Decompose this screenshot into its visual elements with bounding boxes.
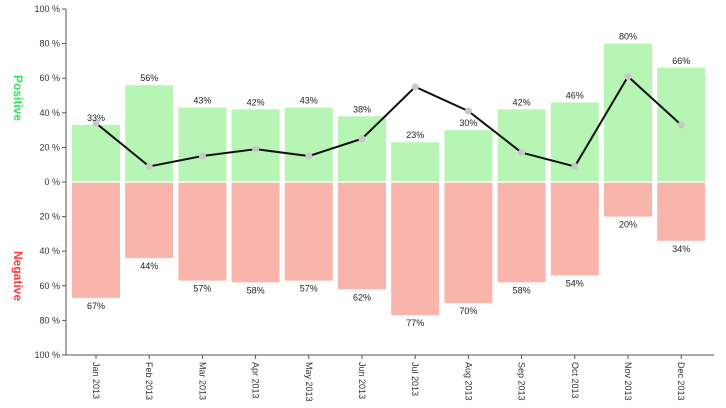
y-tick-label: 80 % bbox=[39, 315, 60, 325]
y-tick-label: 100 % bbox=[34, 4, 60, 14]
negative-value-label: 34% bbox=[672, 244, 690, 254]
y-tick-label: 40 % bbox=[39, 108, 60, 118]
positive-value-label: 66% bbox=[672, 56, 690, 66]
x-tick-label: Mar 2013 bbox=[197, 362, 207, 400]
x-tick-label: Jul 2013 bbox=[410, 362, 420, 396]
x-tick-label: Aug 2013 bbox=[463, 362, 473, 401]
bars-layer bbox=[72, 43, 706, 316]
x-tick-label: Dec 2013 bbox=[676, 362, 686, 401]
trend-point bbox=[571, 162, 579, 170]
positive-bar bbox=[497, 109, 546, 182]
positive-bar bbox=[604, 43, 652, 182]
positive-value-label: 56% bbox=[140, 73, 158, 83]
x-tick-label: Apr 2013 bbox=[251, 362, 261, 399]
positive-value-label: 43% bbox=[300, 96, 318, 106]
negative-bar bbox=[338, 182, 386, 290]
positive-value-label: 42% bbox=[513, 97, 531, 107]
y-tick-label: 20 % bbox=[39, 212, 60, 222]
trend-point bbox=[464, 107, 472, 115]
trend-point bbox=[411, 83, 419, 91]
positive-bar bbox=[178, 107, 227, 182]
positive-value-label: 30% bbox=[459, 118, 477, 128]
negative-bar bbox=[231, 182, 280, 283]
x-tick-label: May 2013 bbox=[304, 362, 314, 402]
negative-bar bbox=[550, 182, 599, 276]
negative-value-label: 57% bbox=[300, 284, 318, 294]
negative-value-label: 20% bbox=[619, 220, 637, 230]
trend-point bbox=[677, 121, 685, 129]
negative-bar bbox=[72, 182, 120, 298]
labels-layer: 33% 67% 56% 44% 43% 57% 42% 58% 43% 57% 38% 62% 23% 7… bbox=[87, 32, 690, 329]
y-tick-label: 100 % bbox=[34, 350, 60, 360]
axis-layer: 100 % 80 % 60 % 40 % 20 % 0 % 20 % 40 % 60 % 80 %… bbox=[34, 4, 714, 402]
positive-value-label: 38% bbox=[353, 104, 371, 114]
trend-point bbox=[198, 152, 206, 160]
y-tick-label: 60 % bbox=[39, 281, 60, 291]
negative-value-label: 77% bbox=[406, 318, 424, 328]
negative-value-label: 44% bbox=[140, 261, 158, 271]
negative-value-label: 58% bbox=[247, 285, 265, 295]
x-tick-label: Sep 2013 bbox=[517, 362, 527, 401]
negative-value-label: 67% bbox=[87, 301, 105, 311]
y-tick-label: 60 % bbox=[39, 73, 60, 83]
negative-bar bbox=[657, 182, 706, 241]
negative-bar bbox=[391, 182, 440, 316]
positive-bar bbox=[444, 130, 493, 182]
negative-bar bbox=[604, 182, 652, 217]
trend-point bbox=[252, 145, 260, 153]
negative-value-label: 57% bbox=[193, 284, 211, 294]
trend-point bbox=[358, 135, 366, 143]
trend-point bbox=[624, 72, 632, 80]
negative-value-label: 70% bbox=[459, 306, 477, 316]
negative-value-label: 58% bbox=[513, 285, 531, 295]
x-tick-label: Jun 2013 bbox=[357, 362, 367, 399]
negative-axis-label: Negative bbox=[11, 251, 25, 301]
negative-bar bbox=[178, 182, 227, 281]
positive-bar bbox=[284, 107, 333, 182]
trend-point bbox=[518, 149, 526, 157]
trend-point bbox=[92, 119, 100, 127]
positive-axis-label: Positive bbox=[11, 75, 25, 121]
negative-value-label: 54% bbox=[566, 278, 584, 288]
trend-point bbox=[305, 152, 313, 160]
positive-value-label: 46% bbox=[566, 90, 584, 100]
positive-value-label: 23% bbox=[406, 130, 424, 140]
x-tick-label: Oct 2013 bbox=[570, 362, 580, 399]
positive-value-label: 43% bbox=[193, 96, 211, 106]
y-tick-label: 0 % bbox=[44, 177, 60, 187]
positive-value-label: 42% bbox=[247, 97, 265, 107]
x-tick-label: Jan 2013 bbox=[91, 362, 101, 399]
negative-bar bbox=[497, 182, 546, 283]
positive-bar bbox=[72, 124, 120, 182]
y-tick-label: 40 % bbox=[39, 246, 60, 256]
x-tick-label: Nov 2013 bbox=[623, 362, 633, 401]
positive-value-label: 80% bbox=[619, 32, 637, 42]
negative-bar bbox=[125, 182, 174, 259]
x-tick-label: Feb 2013 bbox=[144, 362, 154, 400]
trend-line bbox=[95, 74, 682, 168]
line-layer bbox=[92, 72, 685, 170]
y-tick-label: 80 % bbox=[39, 39, 60, 49]
negative-bar bbox=[444, 182, 493, 304]
positive-value-label: 33% bbox=[87, 113, 105, 123]
positive-bar bbox=[550, 102, 599, 182]
negative-bar bbox=[284, 182, 333, 281]
positive-bar bbox=[338, 116, 386, 182]
positive-bar bbox=[391, 142, 440, 182]
trend-point bbox=[145, 162, 153, 170]
negative-value-label: 62% bbox=[353, 292, 371, 302]
y-tick-label: 20 % bbox=[39, 142, 60, 152]
